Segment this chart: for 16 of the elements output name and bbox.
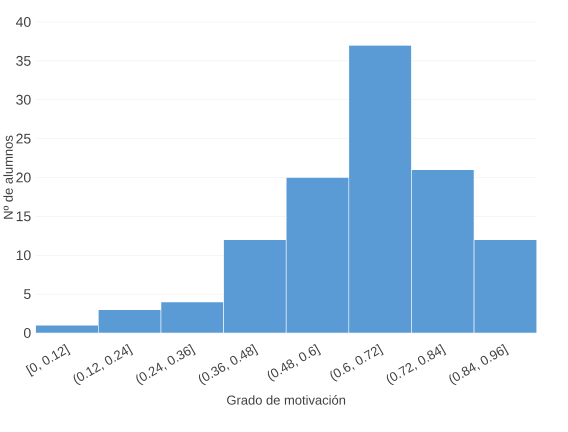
y-tick-label: 25	[16, 134, 31, 144]
y-tick-label: 0	[24, 328, 31, 338]
x-axis-title: Grado de motivación	[227, 395, 346, 405]
y-axis-title: Nº de alumnos	[3, 136, 13, 219]
y-tick-label: 15	[16, 212, 31, 222]
y-tick-label: 10	[16, 250, 31, 260]
y-tick-label: 5	[24, 289, 31, 299]
y-tick-label: 40	[16, 17, 31, 27]
y-tick-label: 30	[16, 94, 31, 105]
x-tick-label: [0, 0.12]	[26, 344, 71, 377]
x-tick-label: (0.72, 0.84]	[386, 344, 446, 386]
y-tick-label: 20	[16, 172, 31, 182]
y-tick-label: 35	[16, 56, 31, 66]
x-tick-label: (0.6, 0.72]	[330, 344, 384, 382]
x-tick-label: (0.12, 0.24]	[74, 344, 134, 386]
x-tick-label: (0.36, 0.48]	[198, 344, 258, 386]
